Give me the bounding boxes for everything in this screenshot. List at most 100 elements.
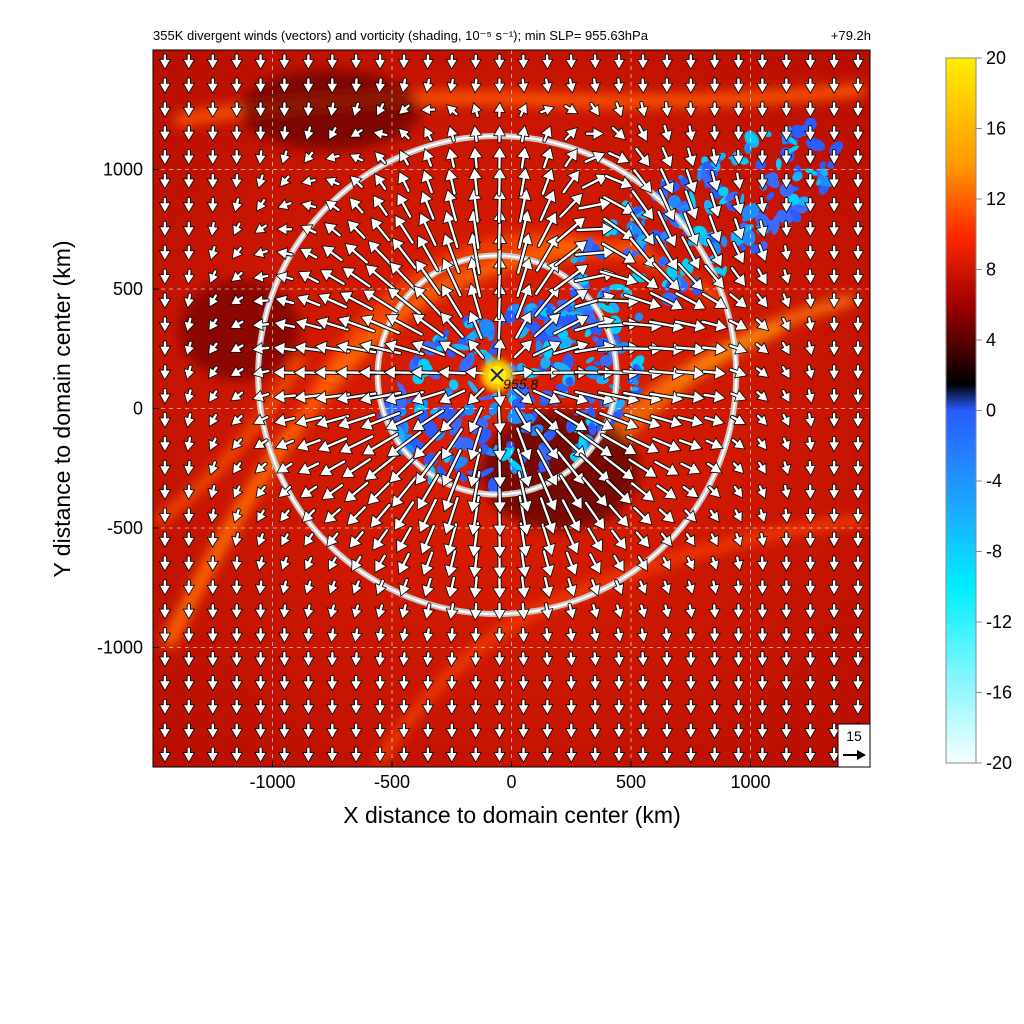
wind-vector: [443, 188, 458, 223]
wind-vector: [493, 746, 506, 764]
colorbar-tick-label: -20: [986, 753, 1012, 773]
wind-vector: [553, 408, 589, 431]
colorbar-tick-label: 0: [986, 401, 996, 421]
wind-vector: [229, 389, 245, 402]
wind-vector: [756, 626, 769, 644]
negative-vorticity-cell: [479, 444, 489, 455]
wind-vector: [700, 318, 729, 333]
wind-vector: [413, 285, 444, 318]
wind-vector: [729, 389, 748, 402]
wind-vector: [827, 411, 841, 429]
wind-vector: [442, 496, 460, 536]
wind-vector: [349, 698, 363, 716]
wind-vector: [756, 149, 769, 166]
wind-vector: [604, 174, 634, 190]
wind-vector: [674, 291, 707, 311]
wind-vector: [299, 224, 318, 237]
wind-vector: [467, 310, 484, 341]
wind-vector: [804, 579, 817, 596]
wind-vector: [207, 220, 220, 238]
wind-vector: [537, 471, 558, 513]
wind-vector: [493, 101, 506, 119]
negative-vorticity-cell: [503, 310, 517, 324]
wind-vector: [684, 603, 697, 620]
wind-vector: [754, 317, 770, 332]
wind-vector: [727, 317, 749, 331]
lead-time-label: +79.2h: [831, 28, 871, 43]
wind-vector: [731, 461, 745, 475]
wind-vector: [182, 172, 196, 190]
wind-vector: [372, 528, 389, 551]
wind-vector: [756, 650, 769, 668]
wind-vector: [756, 722, 769, 740]
wind-vector: [851, 364, 865, 381]
wind-vector: [586, 526, 603, 553]
negative-vorticity-cell: [570, 257, 578, 264]
wind-vector: [315, 414, 350, 430]
wind-vector: [804, 220, 817, 238]
wind-vector: [612, 603, 625, 620]
wind-vector: [208, 293, 220, 308]
wind-vector: [469, 722, 482, 740]
wind-vector: [419, 103, 437, 116]
wind-vector: [229, 294, 245, 306]
wind-vector: [563, 577, 578, 598]
wind-vector: [349, 722, 363, 740]
wind-vector: [673, 318, 708, 334]
wind-vector: [445, 602, 459, 621]
wind-vector: [598, 411, 640, 431]
wind-vector: [851, 531, 865, 549]
wind-vector: [492, 145, 508, 170]
wind-vector: [708, 77, 721, 94]
wind-vector: [206, 101, 219, 118]
colorbar-tick-label: 16: [986, 119, 1006, 139]
wind-vector: [539, 104, 556, 117]
wind-vector: [230, 53, 243, 71]
wind-vector: [552, 389, 590, 406]
wind-vector: [182, 698, 196, 716]
wind-vector: [708, 53, 721, 71]
wind-vector: [516, 447, 533, 489]
negative-vorticity-cell: [819, 161, 827, 169]
wind-vector: [636, 603, 649, 620]
wind-vector: [251, 341, 271, 356]
wind-vector: [779, 268, 792, 286]
negative-vorticity-cell: [588, 422, 597, 436]
wind-vector: [374, 77, 387, 94]
wind-vector: [367, 240, 394, 268]
wind-vector: [683, 189, 700, 221]
wind-vector: [827, 149, 841, 166]
wind-vector: [588, 101, 600, 117]
wind-vector: [158, 125, 172, 142]
wind-vector: [294, 317, 323, 332]
wind-vector: [851, 674, 865, 692]
wind-vector: [555, 216, 587, 243]
wind-vector: [707, 214, 723, 244]
wind-vector: [302, 650, 315, 668]
wind-vector: [231, 508, 244, 524]
wind-vector: [394, 500, 416, 531]
wind-vector: [684, 579, 696, 596]
wind-vector: [399, 149, 411, 167]
wind-vector: [701, 365, 727, 381]
wind-vector: [612, 77, 625, 94]
wind-vector: [732, 746, 745, 764]
wind-vector: [232, 484, 244, 500]
wind-vector: [636, 627, 649, 644]
wind-vector: [437, 388, 467, 405]
wind-vector: [552, 339, 590, 356]
wind-vector: [441, 471, 462, 513]
center-x-icon: [490, 368, 504, 382]
wind-vector: [373, 722, 387, 740]
wind-vector: [756, 698, 769, 716]
wind-vector: [827, 531, 841, 549]
wind-vector: [515, 256, 534, 298]
wind-vector: [254, 722, 267, 740]
wind-vector: [183, 340, 196, 357]
wind-vector: [564, 550, 579, 577]
wind-vector: [326, 77, 339, 94]
wind-vector: [444, 549, 459, 578]
wind-vector: [324, 150, 341, 163]
wind-vector: [574, 245, 616, 260]
negative-vorticity-cell: [768, 172, 779, 182]
